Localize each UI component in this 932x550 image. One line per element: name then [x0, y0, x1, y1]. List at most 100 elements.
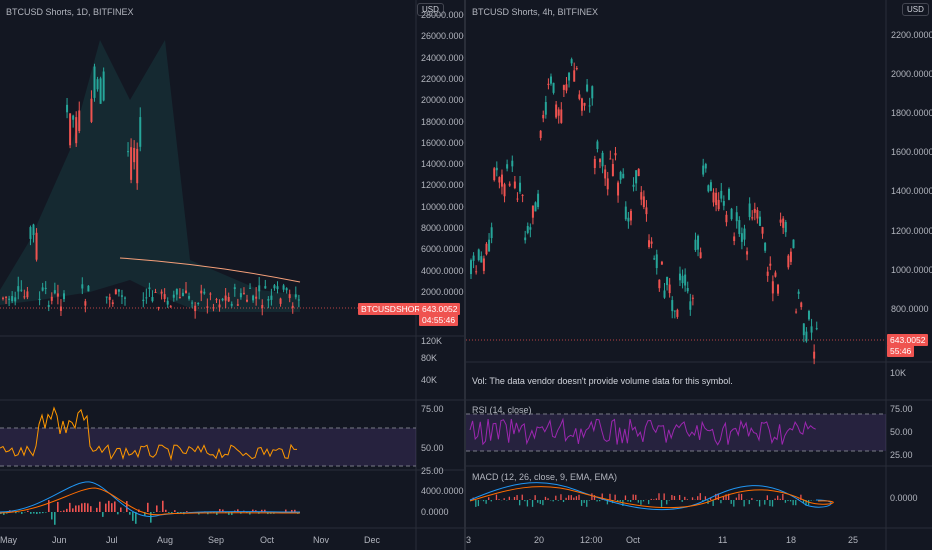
candle-body	[777, 284, 780, 294]
candle-body	[539, 130, 542, 138]
signal-line	[469, 486, 834, 509]
candle-body	[655, 254, 658, 269]
macd-histogram-bar	[617, 500, 619, 502]
candle-body	[627, 217, 630, 222]
candle-body	[29, 227, 32, 239]
candle-body	[769, 263, 772, 266]
candle-body	[26, 291, 29, 298]
candle-body	[614, 153, 617, 156]
right-time-tick: 25	[848, 535, 859, 545]
macd-histogram-bar	[153, 512, 155, 513]
candle-body	[44, 287, 47, 289]
macd-histogram-bar	[650, 498, 652, 500]
macd-histogram-bar	[653, 499, 655, 500]
candle-body	[795, 311, 798, 313]
candle-body	[570, 59, 573, 64]
left-time-tick: Oct	[260, 535, 275, 545]
right-currency-badge[interactable]: USD	[902, 3, 929, 16]
macd-histogram-bar	[66, 508, 68, 512]
candle-body	[145, 297, 148, 299]
candle-body	[771, 281, 774, 294]
candle-body	[565, 84, 568, 91]
candle-body	[704, 163, 707, 169]
macd-histogram-bar	[529, 499, 531, 500]
macd-histogram-bar	[477, 500, 480, 507]
left-volume-axis-label: 120K	[421, 336, 443, 346]
macd-histogram-bar	[730, 500, 732, 504]
candle-body	[75, 117, 78, 144]
candle-body	[252, 295, 255, 301]
candle-body	[720, 190, 723, 199]
candle-body	[728, 188, 730, 200]
macd-histogram-bar	[704, 496, 707, 500]
candle-body	[712, 192, 715, 203]
macd-histogram-bar	[586, 500, 588, 507]
candle-body	[285, 288, 288, 291]
left-macd-axis-label: 0.0000	[421, 507, 449, 517]
candle-body	[163, 294, 166, 300]
macd-histogram-bar	[764, 500, 766, 505]
left-chart-canvas[interactable]	[0, 0, 464, 550]
macd-histogram-bar	[539, 500, 541, 504]
candle-body	[288, 294, 291, 299]
macd-histogram-bar	[663, 493, 665, 500]
candle-body	[743, 228, 746, 240]
macd-histogram-bar	[544, 496, 547, 500]
macd-histogram-bar	[782, 493, 784, 500]
macd-histogram-bar	[30, 512, 32, 514]
macd-histogram-bar	[111, 503, 113, 512]
candle-body	[802, 323, 805, 336]
candle-body	[753, 208, 756, 213]
macd-histogram-bar	[42, 512, 44, 514]
macd-histogram-bar	[485, 500, 487, 504]
right-chart-canvas[interactable]	[466, 0, 932, 550]
candle-body	[629, 210, 632, 221]
macd-histogram-bar	[583, 500, 585, 503]
macd-histogram-bar	[578, 494, 580, 500]
right-price-axis-label: 1600.0000	[891, 147, 932, 158]
macd-histogram-bar	[751, 498, 753, 500]
candle-body	[249, 287, 252, 289]
candle-body	[678, 273, 681, 281]
right-price-axis-label: 1800.0000	[891, 108, 932, 119]
right-time-tick: 12:00	[580, 535, 603, 545]
candle-body	[635, 170, 638, 184]
left-price-axis-label: 2000.0000	[421, 286, 464, 297]
right-chart-panel[interactable]: BTCUSD Shorts, 4h, BITFINEX USD 2200.000…	[466, 0, 932, 550]
candle-body	[264, 286, 267, 289]
candle-body	[242, 292, 245, 294]
candle-body	[534, 202, 537, 212]
macd-histogram-bar	[655, 498, 658, 500]
macd-histogram-bar	[291, 509, 293, 512]
left-rsi-axis-label: 25.00	[421, 466, 444, 476]
macd-histogram-bar	[671, 495, 673, 500]
left-price-axis-label: 10000.0000	[421, 201, 464, 212]
candle-body	[63, 293, 65, 300]
candle-body	[758, 216, 761, 226]
right-rsi-title: RSI (14, close)	[472, 405, 532, 415]
macd-histogram-bar	[795, 500, 797, 506]
candle-body	[702, 165, 705, 175]
candle-body	[521, 194, 524, 196]
left-chart-panel[interactable]: BTCUSD Shorts, 1D, BITFINEX USD 28000.00…	[0, 0, 464, 550]
macd-histogram-bar	[784, 500, 787, 503]
candle-body	[787, 255, 790, 268]
macd-histogram-bar	[599, 500, 601, 502]
panel-divider[interactable]	[464, 0, 466, 550]
candle-body	[782, 218, 785, 228]
candle-body	[32, 224, 35, 236]
macd-histogram-bar	[771, 500, 774, 507]
macd-histogram-bar	[54, 512, 56, 525]
candle-body	[531, 205, 534, 218]
candle-body	[666, 276, 669, 286]
candle-body	[78, 110, 81, 132]
macd-histogram-bar	[15, 512, 17, 514]
candle-body	[114, 289, 117, 295]
macd-histogram-bar	[519, 500, 521, 506]
macd-histogram-bar	[174, 510, 176, 512]
macd-histogram-bar	[503, 498, 505, 500]
candle-body	[90, 98, 93, 122]
macd-histogram-bar	[552, 500, 554, 502]
left-currency-badge[interactable]: USD	[417, 3, 444, 16]
macd-histogram-bar	[231, 512, 233, 515]
